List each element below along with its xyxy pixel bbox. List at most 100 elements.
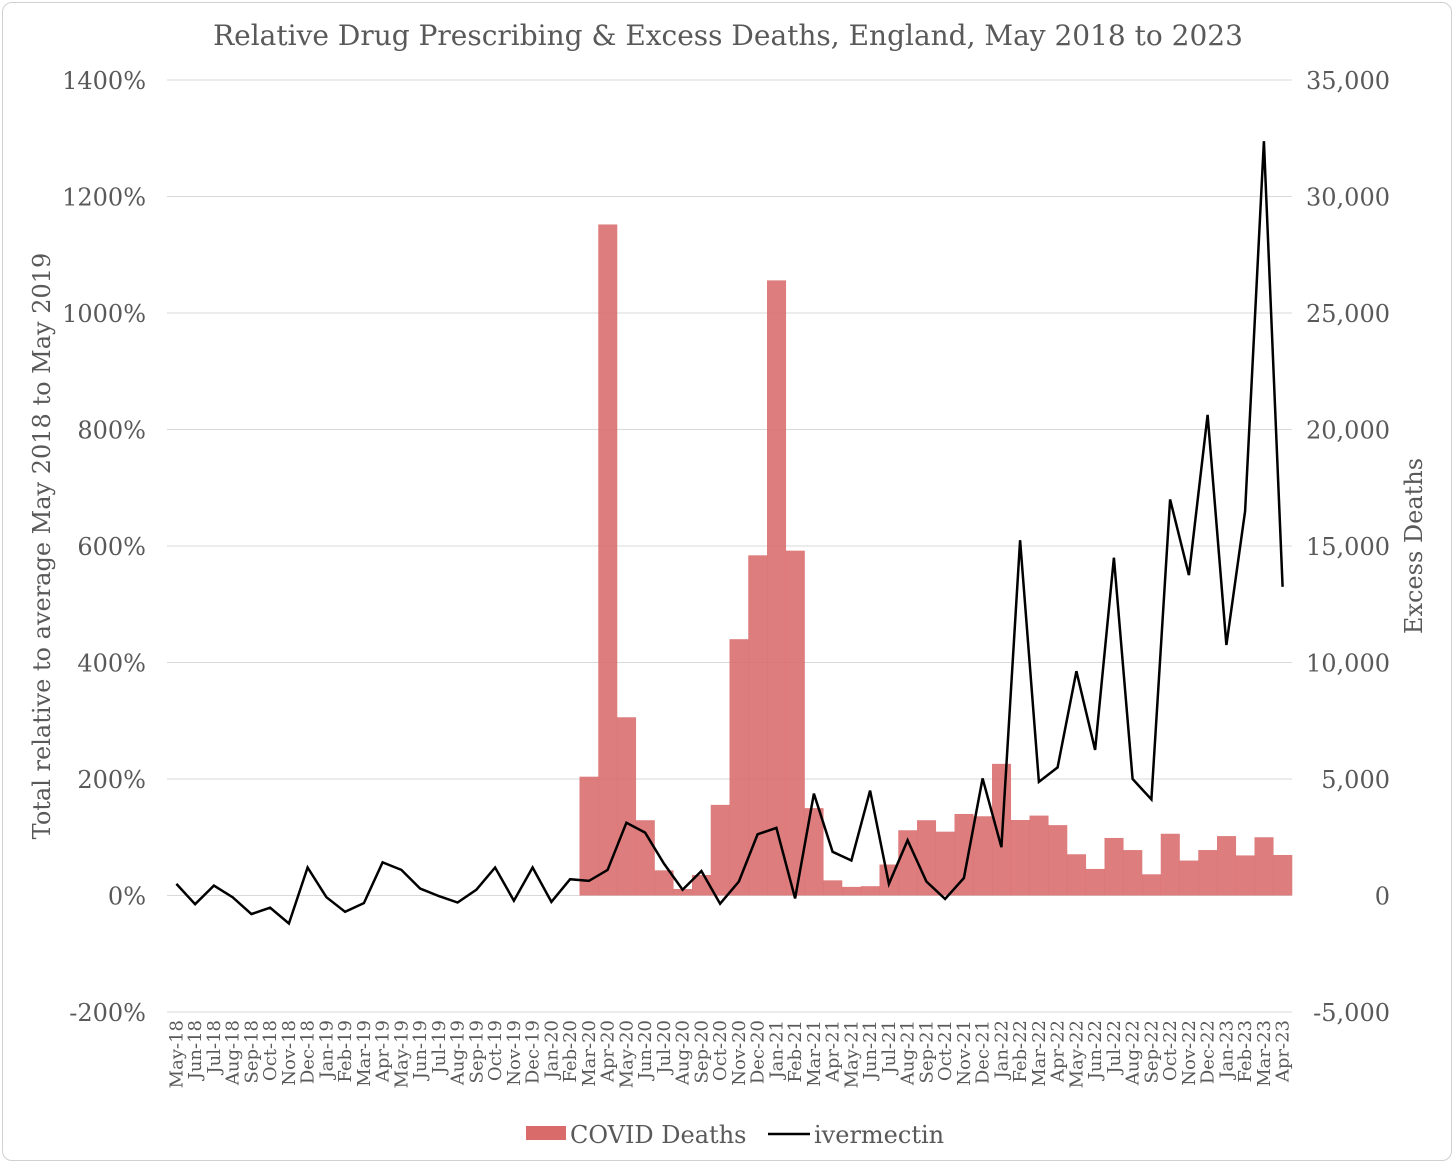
x-axis-ticks: May-18Jun-18Jul-18Aug-18Sep-18Oct-18Nov-… [166, 1020, 1293, 1088]
x-tick-label: Jan-19 [316, 1020, 337, 1081]
x-tick-label: Jun-20 [635, 1020, 656, 1081]
bar-covid-deaths [842, 886, 862, 896]
x-tick-label: Sep-21 [916, 1020, 937, 1084]
left-tick-label: 0% [108, 883, 146, 911]
x-tick-label: Jan-23 [1216, 1020, 1237, 1081]
left-tick-label: 1000% [62, 300, 146, 328]
bar-covid-deaths [860, 886, 880, 896]
x-tick-label: Mar-19 [354, 1020, 375, 1087]
right-tick-label: 10,000 [1306, 650, 1390, 678]
right-tick-label: 5,000 [1321, 766, 1390, 794]
x-tick-label: Apr-23 [1273, 1020, 1294, 1083]
bar-covid-deaths [823, 880, 843, 896]
bar-covid-deaths [1235, 855, 1255, 896]
x-tick-label: Apr-22 [1048, 1020, 1069, 1083]
bar-covid-deaths [748, 555, 768, 896]
x-tick-label: Sep-22 [1141, 1020, 1162, 1084]
left-axis-ticks: -200% 0% 200% 400% 600% 800% 1000% 1200% 1400% [62, 67, 146, 1027]
x-tick-label: Mar-21 [804, 1020, 825, 1087]
bar-covid-deaths [917, 820, 937, 896]
x-tick-label: Mar-23 [1254, 1020, 1275, 1087]
legend: COVID Deaths ivermectin [526, 1121, 944, 1149]
bar-covid-deaths [1217, 836, 1237, 896]
x-tick-label: Dec-20 [748, 1020, 769, 1084]
bar-covid-deaths [1048, 825, 1068, 896]
left-tick-label: 800% [77, 417, 146, 445]
x-tick-label: Nov-21 [954, 1020, 975, 1086]
x-tick-label: Oct-22 [1160, 1020, 1181, 1081]
bar-covid-deaths [579, 776, 599, 896]
x-tick-label: May-19 [391, 1020, 412, 1088]
bar-covid-deaths [1067, 854, 1087, 896]
right-tick-label: 15,000 [1306, 533, 1390, 561]
bar-covid-deaths [954, 813, 974, 896]
bar-covid-deaths [898, 830, 918, 896]
x-tick-label: Sep-20 [691, 1020, 712, 1084]
bar-covid-deaths [767, 280, 787, 896]
bar-covid-deaths [673, 888, 693, 896]
x-tick-label: May-22 [1066, 1020, 1087, 1088]
bar-covid-deaths [1273, 854, 1293, 896]
x-tick-label: Feb-21 [785, 1020, 806, 1083]
x-tick-label: Jan-20 [541, 1020, 562, 1081]
legend-label-ivermectin: ivermectin [814, 1121, 944, 1149]
left-tick-label: 200% [77, 766, 146, 794]
bar-covid-deaths [710, 804, 730, 896]
x-tick-label: Aug-19 [448, 1020, 469, 1086]
x-tick-label: Dec-22 [1198, 1020, 1219, 1084]
x-tick-label: Apr-19 [373, 1020, 394, 1083]
x-tick-label: Dec-21 [973, 1020, 994, 1084]
x-tick-label: May-20 [616, 1020, 637, 1088]
bar-covid-deaths [1179, 860, 1199, 896]
x-tick-label: Jun-21 [860, 1020, 881, 1081]
bar-covid-deaths [617, 717, 637, 896]
bar-covid-deaths [1104, 837, 1124, 896]
bar-covid-deaths [1254, 837, 1274, 896]
legend-label-covid-deaths: COVID Deaths [570, 1121, 746, 1149]
right-tick-label: 30,000 [1306, 184, 1390, 212]
x-tick-label: Oct-20 [710, 1020, 731, 1081]
bar-covid-deaths [1160, 833, 1180, 896]
x-tick-label: Oct-18 [260, 1020, 281, 1081]
x-tick-label: May-18 [166, 1020, 187, 1088]
x-tick-label: Jun-22 [1085, 1020, 1106, 1081]
x-tick-label: Feb-19 [335, 1020, 356, 1083]
line-series-ivermectin [175, 141, 1284, 926]
x-tick-label: Jul-21 [879, 1020, 900, 1076]
x-tick-label: Jan-21 [766, 1020, 787, 1081]
x-tick-label: Mar-20 [579, 1020, 600, 1087]
left-tick-label: -200% [69, 999, 146, 1027]
bar-covid-deaths [1198, 850, 1218, 896]
chart-title: Relative Drug Prescribing & Excess Death… [213, 19, 1243, 52]
x-tick-label: Nov-22 [1179, 1020, 1200, 1086]
bar-covid-deaths [1142, 874, 1162, 896]
right-axis-label: Excess Deaths [1400, 458, 1428, 634]
right-tick-label: 35,000 [1306, 67, 1390, 95]
bar-covid-deaths [1085, 868, 1105, 896]
legend-swatch-covid-deaths [526, 1126, 566, 1140]
x-tick-label: Jul-22 [1104, 1020, 1125, 1076]
x-tick-label: Jul-19 [429, 1020, 450, 1076]
left-tick-label: 1400% [62, 67, 146, 95]
x-tick-label: Nov-18 [279, 1020, 300, 1086]
left-tick-label: 400% [77, 650, 146, 678]
bar-covid-deaths [935, 831, 955, 896]
bar-covid-deaths [973, 816, 993, 896]
right-tick-label: 25,000 [1306, 300, 1390, 328]
x-tick-label: Sep-18 [241, 1020, 262, 1084]
x-tick-label: Jun-19 [410, 1020, 431, 1081]
x-tick-label: Aug-18 [223, 1020, 244, 1086]
x-tick-label: Feb-23 [1235, 1020, 1256, 1083]
right-tick-label: 20,000 [1306, 417, 1390, 445]
x-tick-label: Apr-20 [598, 1020, 619, 1083]
right-tick-label: -5,000 [1313, 999, 1390, 1027]
bar-covid-deaths [729, 639, 749, 896]
x-tick-label: Aug-20 [673, 1020, 694, 1086]
x-tick-label: Apr-21 [823, 1020, 844, 1083]
x-tick-label: Jul-20 [654, 1020, 675, 1076]
left-axis-label: Total relative to average May 2018 to Ma… [28, 253, 56, 840]
x-tick-label: Jan-22 [991, 1020, 1012, 1081]
x-tick-label: Nov-20 [729, 1020, 750, 1086]
